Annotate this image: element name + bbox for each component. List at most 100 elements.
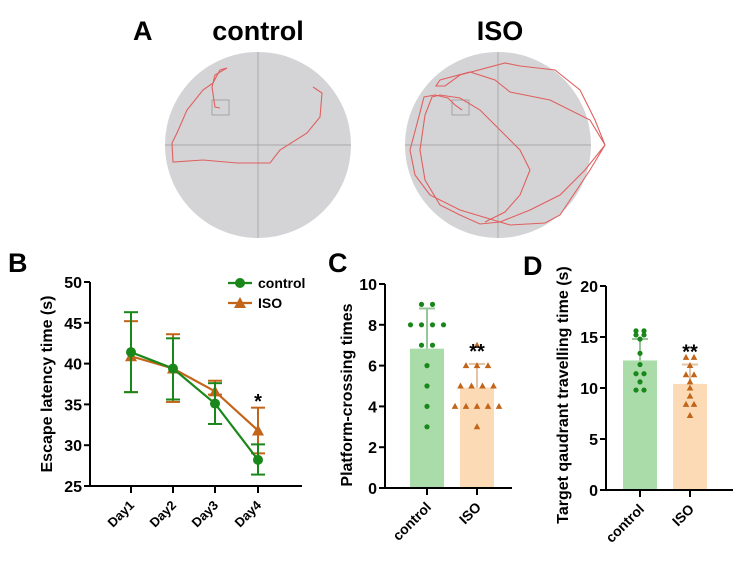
line-chart-b: 25 30 35 40 45 50 Day1 Day2 Day3 Day4 Escape laten… bbox=[39, 275, 305, 530]
significance-marker: ** bbox=[469, 341, 485, 363]
y-tick-label: 8 bbox=[368, 318, 377, 335]
legend-label-control: control bbox=[258, 275, 305, 291]
data-point bbox=[682, 400, 690, 407]
data-point bbox=[462, 402, 470, 409]
data-point bbox=[253, 454, 263, 465]
data-point bbox=[690, 371, 698, 378]
significance-marker: * bbox=[254, 391, 262, 413]
y-tick-label: 35 bbox=[64, 397, 82, 414]
data-point bbox=[462, 362, 470, 369]
y-tick-label: 2 bbox=[368, 440, 377, 457]
data-point bbox=[126, 347, 136, 358]
data-point bbox=[479, 382, 486, 389]
data-point bbox=[690, 400, 698, 407]
data-point bbox=[168, 363, 178, 374]
data-point bbox=[641, 328, 647, 334]
platform-box bbox=[211, 99, 230, 116]
data-point bbox=[686, 384, 694, 391]
data-point bbox=[424, 363, 430, 369]
x-tick-label: control bbox=[602, 501, 647, 546]
y-tick-label: 4 bbox=[368, 399, 377, 416]
data-point bbox=[252, 424, 264, 436]
y-tick-label: 30 bbox=[64, 438, 82, 455]
swim-track bbox=[171, 67, 323, 164]
maze-title-control: control bbox=[212, 16, 304, 46]
legend: control ISO bbox=[228, 275, 305, 311]
data-point bbox=[686, 362, 694, 369]
series-line bbox=[130, 351, 259, 461]
data-point bbox=[424, 403, 430, 409]
x-tick-label: Day4 bbox=[232, 497, 265, 530]
data-point bbox=[424, 383, 430, 389]
bar-iso bbox=[673, 383, 707, 489]
y-tick-label: 10 bbox=[580, 381, 598, 398]
series-control bbox=[124, 311, 265, 476]
data-point bbox=[484, 402, 492, 409]
data-point bbox=[641, 371, 647, 377]
data-point bbox=[473, 341, 481, 348]
data-point bbox=[682, 353, 690, 360]
data-point bbox=[690, 353, 698, 360]
y-tick-label: 0 bbox=[589, 483, 598, 500]
data-point bbox=[473, 423, 481, 430]
data-point bbox=[633, 371, 639, 377]
series-line bbox=[130, 355, 259, 432]
legend-label-iso: ISO bbox=[258, 295, 282, 311]
data-point bbox=[637, 361, 643, 368]
data-point bbox=[210, 398, 220, 409]
data-point bbox=[468, 382, 475, 389]
data-point bbox=[418, 322, 425, 328]
data-point bbox=[637, 350, 643, 356]
y-tick-label: 6 bbox=[368, 359, 377, 376]
panel-label-b: B bbox=[8, 248, 28, 278]
data-point bbox=[637, 379, 643, 385]
panel-label-a: A bbox=[133, 16, 153, 46]
water-maze-control bbox=[165, 52, 351, 238]
y-tick-label: 5 bbox=[589, 432, 598, 449]
bar-chart-d: 0 5 10 15 20 Target qaudrant travelling time … bbox=[555, 266, 733, 546]
y-axis-label: Platform-crossing times bbox=[339, 303, 356, 486]
data-point bbox=[418, 301, 425, 307]
y-tick-label: 20 bbox=[580, 279, 598, 296]
x-tick-label: ISO bbox=[456, 499, 484, 527]
water-maze-iso bbox=[405, 52, 606, 238]
data-point bbox=[429, 322, 436, 328]
data-point bbox=[637, 336, 643, 342]
data-point bbox=[682, 371, 690, 378]
y-tick-label: 10 bbox=[359, 277, 377, 294]
y-tick-label: 15 bbox=[580, 330, 598, 347]
platform-box bbox=[451, 99, 470, 116]
data-point bbox=[440, 322, 447, 328]
significance-marker: ** bbox=[682, 342, 698, 364]
x-tick-label: control bbox=[389, 499, 434, 544]
bar-iso bbox=[460, 387, 494, 487]
legend-marker-control bbox=[235, 278, 245, 288]
data-point bbox=[686, 392, 694, 399]
data-point bbox=[473, 402, 481, 409]
x-tick-label: Day1 bbox=[105, 498, 138, 531]
swim-track bbox=[409, 62, 606, 226]
panel-label-d: D bbox=[523, 251, 543, 281]
y-axis-label: Escape latency time (s) bbox=[39, 296, 56, 473]
data-point bbox=[407, 322, 414, 328]
data-point bbox=[633, 328, 639, 334]
maze-title-iso: ISO bbox=[477, 16, 524, 46]
x-tick-label: Day3 bbox=[189, 498, 222, 531]
bar-control bbox=[410, 348, 444, 487]
x-tick-label: Day2 bbox=[147, 498, 180, 531]
data-point bbox=[490, 382, 497, 389]
data-point bbox=[686, 412, 694, 419]
y-tick-label: 45 bbox=[64, 316, 82, 333]
panel-label-c: C bbox=[328, 248, 348, 278]
data-point bbox=[641, 332, 647, 338]
data-point bbox=[495, 402, 503, 409]
y-tick-label: 50 bbox=[64, 275, 82, 292]
data-point bbox=[424, 424, 430, 430]
data-point bbox=[484, 362, 492, 369]
data-point bbox=[633, 387, 639, 393]
y-axis-label: Target qaudrant travelling time (s) bbox=[555, 266, 572, 524]
data-point bbox=[429, 301, 436, 307]
data-point bbox=[429, 342, 436, 348]
